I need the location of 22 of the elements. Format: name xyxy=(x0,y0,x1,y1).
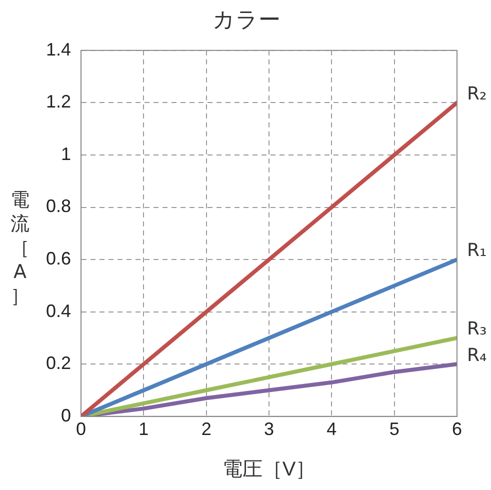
y-axis-title: 電流［A］ xyxy=(10,188,30,308)
x-tick-label: 5 xyxy=(389,419,400,440)
x-tick-label: 1 xyxy=(138,419,149,440)
y-tick-label: 0.2 xyxy=(46,353,72,374)
y-tick-label: 1 xyxy=(61,144,72,164)
x-tick-label: 4 xyxy=(326,419,337,440)
series-label: R₂ xyxy=(467,83,487,104)
x-tick-label: 3 xyxy=(264,419,274,440)
x-tick-label: 2 xyxy=(201,419,212,440)
y-tick-label: 0.8 xyxy=(46,196,72,216)
x-axis-title: 電圧［V］ xyxy=(222,458,316,481)
y-tick-label: 0 xyxy=(61,405,72,426)
series-label: R₁ xyxy=(467,240,487,262)
series-label: R₃ xyxy=(467,318,487,340)
y-tick-label: 0.6 xyxy=(46,248,72,269)
y-tick-label: 1.2 xyxy=(46,92,72,112)
x-tick-label: 6 xyxy=(452,419,462,440)
y-tick-label: 1.4 xyxy=(46,39,72,60)
chart-title: カラー xyxy=(212,8,280,33)
series-label: R₄ xyxy=(467,344,487,366)
x-tick-label: 0 xyxy=(76,419,86,440)
y-tick-label: 0.4 xyxy=(46,300,72,321)
